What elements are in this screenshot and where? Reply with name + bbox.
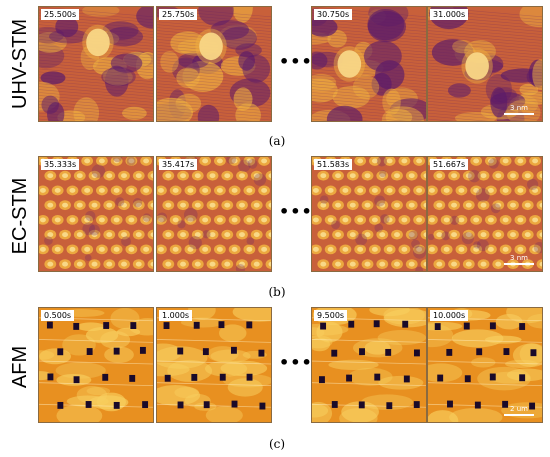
scale-bar-line bbox=[504, 263, 534, 265]
timestamp-label: 10.000s bbox=[430, 310, 469, 321]
caption-b: (b) bbox=[268, 285, 286, 299]
image-frame: 25.750s bbox=[156, 6, 272, 122]
timestamp-label: 9.500s bbox=[314, 310, 348, 321]
timestamp-label: 35.333s bbox=[41, 159, 80, 170]
scale-bar: 3 nm bbox=[504, 254, 534, 265]
afm-image bbox=[428, 308, 542, 422]
timestamp-label: 51.667s bbox=[430, 159, 469, 170]
image-frame: 30.750s bbox=[311, 6, 427, 122]
image-frame: 9.500s bbox=[311, 307, 427, 423]
afm-image bbox=[157, 308, 271, 422]
image-frame: 35.417s bbox=[156, 156, 272, 272]
row-label-afm: AFM bbox=[9, 345, 31, 389]
image-frame: 1.000s bbox=[156, 307, 272, 423]
timestamp-label: 25.500s bbox=[41, 9, 80, 20]
image-frame: 10.000s 2 um bbox=[427, 307, 543, 423]
timestamp-label: 31.000s bbox=[430, 9, 469, 20]
ellipsis-separator: ••• bbox=[279, 52, 313, 71]
stm-image bbox=[312, 157, 426, 271]
afm-image bbox=[312, 308, 426, 422]
row-label-uhv-stm: UHV-STM bbox=[9, 19, 31, 109]
image-frame: 25.500s bbox=[38, 6, 154, 122]
stm-image bbox=[39, 7, 153, 121]
caption-a: (a) bbox=[268, 134, 286, 148]
image-frame: 0.500s bbox=[38, 307, 154, 423]
caption-c: (c) bbox=[268, 437, 286, 451]
stm-image bbox=[39, 157, 153, 271]
scale-bar-label: 2 um bbox=[510, 405, 528, 413]
row-label-ec-stm: EC-STM bbox=[9, 177, 31, 255]
timestamp-label: 0.500s bbox=[41, 310, 75, 321]
afm-image bbox=[39, 308, 153, 422]
ellipsis-separator: ••• bbox=[279, 353, 313, 372]
image-frame: 35.333s bbox=[38, 156, 154, 272]
stm-image bbox=[157, 7, 271, 121]
image-frame: 51.667s 3 nm bbox=[427, 156, 543, 272]
image-frame: 31.000s 3 nm bbox=[427, 6, 543, 122]
timestamp-label: 1.000s bbox=[159, 310, 193, 321]
stm-image bbox=[428, 7, 542, 121]
scale-bar: 3 nm bbox=[504, 104, 534, 115]
timestamp-label: 35.417s bbox=[159, 159, 198, 170]
ellipsis-separator: ••• bbox=[279, 202, 313, 221]
stm-image bbox=[157, 157, 271, 271]
timestamp-label: 25.750s bbox=[159, 9, 198, 20]
scale-bar-label: 3 nm bbox=[510, 254, 528, 262]
scale-bar-label: 3 nm bbox=[510, 104, 528, 112]
scale-bar-line bbox=[504, 414, 534, 416]
stm-image bbox=[312, 7, 426, 121]
stm-image bbox=[428, 157, 542, 271]
scale-bar: 2 um bbox=[504, 405, 534, 416]
timestamp-label: 30.750s bbox=[314, 9, 353, 20]
scale-bar-line bbox=[504, 113, 534, 115]
timestamp-label: 51.583s bbox=[314, 159, 353, 170]
image-frame: 51.583s bbox=[311, 156, 427, 272]
